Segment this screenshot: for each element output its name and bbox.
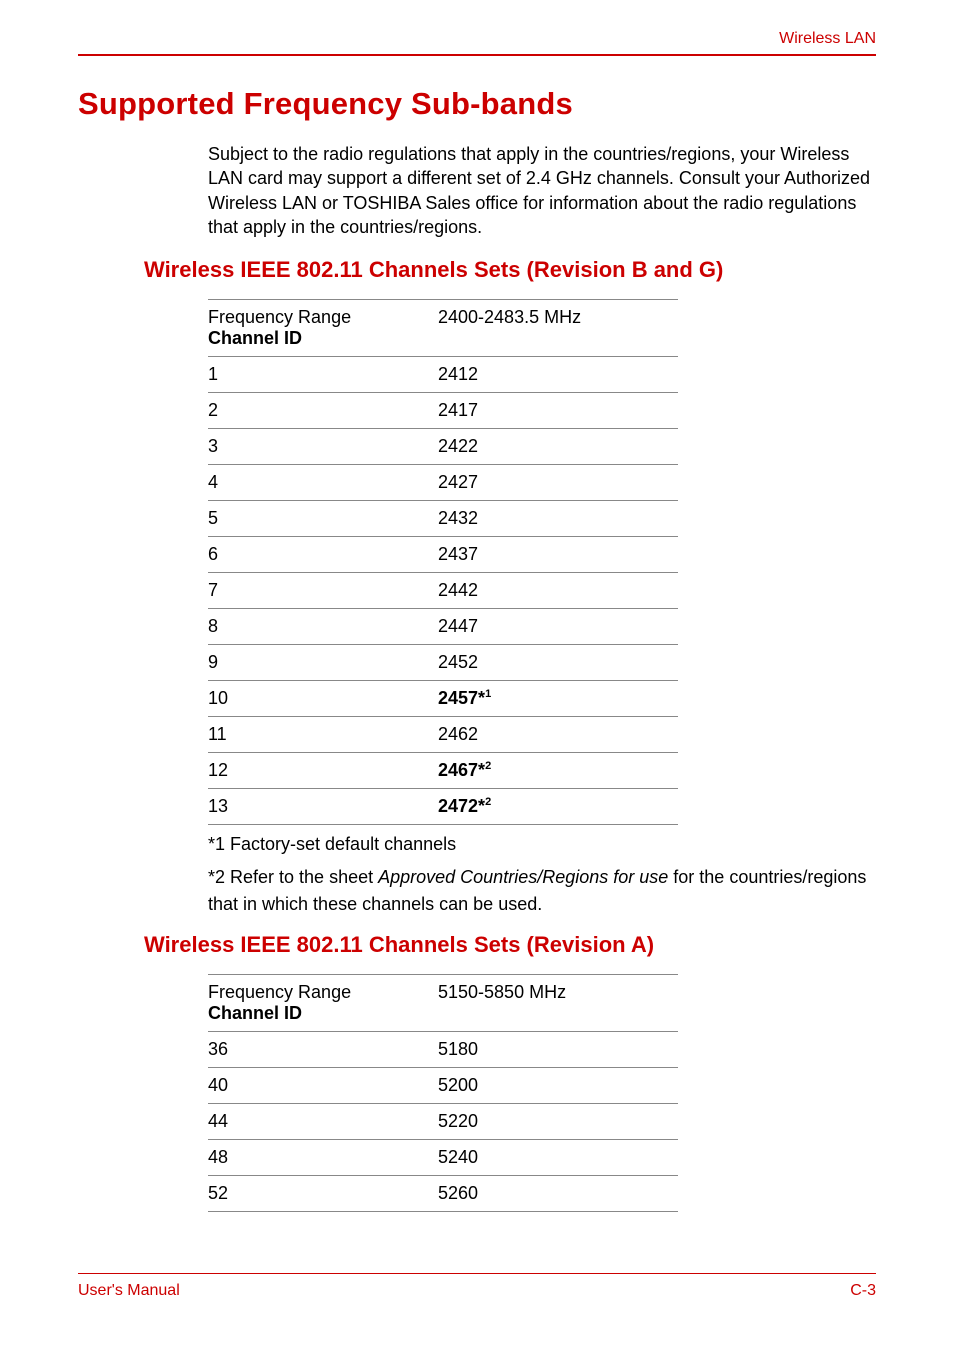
frequency-cell: 2422 bbox=[438, 429, 678, 465]
frequency-cell: 2432 bbox=[438, 501, 678, 537]
channel-id-cell: 48 bbox=[208, 1140, 438, 1176]
channel-id-cell: 52 bbox=[208, 1176, 438, 1212]
section-a-heading: Wireless IEEE 802.11 Channels Sets (Revi… bbox=[144, 932, 876, 958]
note-2-pre: *2 Refer to the sheet bbox=[208, 867, 378, 887]
frequency-cell: 5220 bbox=[438, 1104, 678, 1140]
frequency-cell: 2412 bbox=[438, 357, 678, 393]
table-a-head-range: 5150-5850 MHz bbox=[438, 975, 678, 1032]
table-row: 22417 bbox=[208, 393, 678, 429]
channel-id-cell: 40 bbox=[208, 1068, 438, 1104]
channel-id-cell: 6 bbox=[208, 537, 438, 573]
frequency-cell: 5200 bbox=[438, 1068, 678, 1104]
channel-id-cell: 44 bbox=[208, 1104, 438, 1140]
frequency-cell: 2442 bbox=[438, 573, 678, 609]
frequency-cell: 2467*2 bbox=[438, 753, 678, 789]
table-row: 112462 bbox=[208, 717, 678, 753]
frequency-cell: 2447 bbox=[438, 609, 678, 645]
table-row: 42427 bbox=[208, 465, 678, 501]
frequency-cell: 5180 bbox=[438, 1032, 678, 1068]
frequency-cell: 2462 bbox=[438, 717, 678, 753]
frequency-cell: 5240 bbox=[438, 1140, 678, 1176]
table-bg-header-row: Frequency Range Channel ID 2400-2483.5 M… bbox=[208, 300, 678, 357]
frequency-cell: 2427 bbox=[438, 465, 678, 501]
channel-id-cell: 7 bbox=[208, 573, 438, 609]
channel-id-cell: 11 bbox=[208, 717, 438, 753]
frequency-cell: 2472*2 bbox=[438, 789, 678, 825]
table-row: 82447 bbox=[208, 609, 678, 645]
channel-id-cell: 2 bbox=[208, 393, 438, 429]
note-2: *2 Refer to the sheet Approved Countries… bbox=[208, 864, 876, 918]
table-bg: Frequency Range Channel ID 2400-2483.5 M… bbox=[208, 299, 678, 825]
channel-id-cell: 4 bbox=[208, 465, 438, 501]
frequency-cell: 2417 bbox=[438, 393, 678, 429]
table-row: 132472*2 bbox=[208, 789, 678, 825]
page-title: Supported Frequency Sub-bands bbox=[78, 86, 876, 122]
frequency-cell: 2452 bbox=[438, 645, 678, 681]
channel-id-cell: 3 bbox=[208, 429, 438, 465]
table-bg-head-line2: Channel ID bbox=[208, 328, 434, 349]
table-a-head-line2: Channel ID bbox=[208, 1003, 434, 1024]
frequency-cell: 5260 bbox=[438, 1176, 678, 1212]
table-a-header-row: Frequency Range Channel ID 5150-5850 MHz bbox=[208, 975, 678, 1032]
header-rule bbox=[78, 54, 876, 56]
intro-paragraph: Subject to the radio regulations that ap… bbox=[208, 142, 876, 239]
table-bg-head-range: 2400-2483.5 MHz bbox=[438, 300, 678, 357]
channel-id-cell: 8 bbox=[208, 609, 438, 645]
channel-id-cell: 1 bbox=[208, 357, 438, 393]
note-1: *1 Factory-set default channels bbox=[208, 831, 876, 858]
table-row: 122467*2 bbox=[208, 753, 678, 789]
channel-id-cell: 36 bbox=[208, 1032, 438, 1068]
table-row: 445220 bbox=[208, 1104, 678, 1140]
table-row: 62437 bbox=[208, 537, 678, 573]
channel-id-cell: 13 bbox=[208, 789, 438, 825]
table-bg-head-line1: Frequency Range bbox=[208, 307, 434, 328]
footer: User's Manual C-3 bbox=[78, 1273, 876, 1300]
footer-left: User's Manual bbox=[78, 1282, 180, 1300]
channel-id-cell: 5 bbox=[208, 501, 438, 537]
channel-id-cell: 10 bbox=[208, 681, 438, 717]
frequency-cell: 2437 bbox=[438, 537, 678, 573]
table-row: 485240 bbox=[208, 1140, 678, 1176]
frequency-cell: 2457*1 bbox=[438, 681, 678, 717]
footer-right: C-3 bbox=[850, 1282, 876, 1300]
channel-id-cell: 9 bbox=[208, 645, 438, 681]
table-row: 405200 bbox=[208, 1068, 678, 1104]
section-bg-heading: Wireless IEEE 802.11 Channels Sets (Revi… bbox=[144, 257, 876, 283]
table-a-head-line1: Frequency Range bbox=[208, 982, 434, 1003]
table-row: 52432 bbox=[208, 501, 678, 537]
table-row: 92452 bbox=[208, 645, 678, 681]
table-row: 102457*1 bbox=[208, 681, 678, 717]
table-row: 525260 bbox=[208, 1176, 678, 1212]
table-a: Frequency Range Channel ID 5150-5850 MHz… bbox=[208, 974, 678, 1212]
header-label: Wireless LAN bbox=[78, 30, 876, 48]
table-row: 72442 bbox=[208, 573, 678, 609]
table-row: 12412 bbox=[208, 357, 678, 393]
note-2-em: Approved Countries/Regions for use bbox=[378, 867, 668, 887]
table-row: 32422 bbox=[208, 429, 678, 465]
footer-rule bbox=[78, 1273, 876, 1274]
table-row: 365180 bbox=[208, 1032, 678, 1068]
channel-id-cell: 12 bbox=[208, 753, 438, 789]
